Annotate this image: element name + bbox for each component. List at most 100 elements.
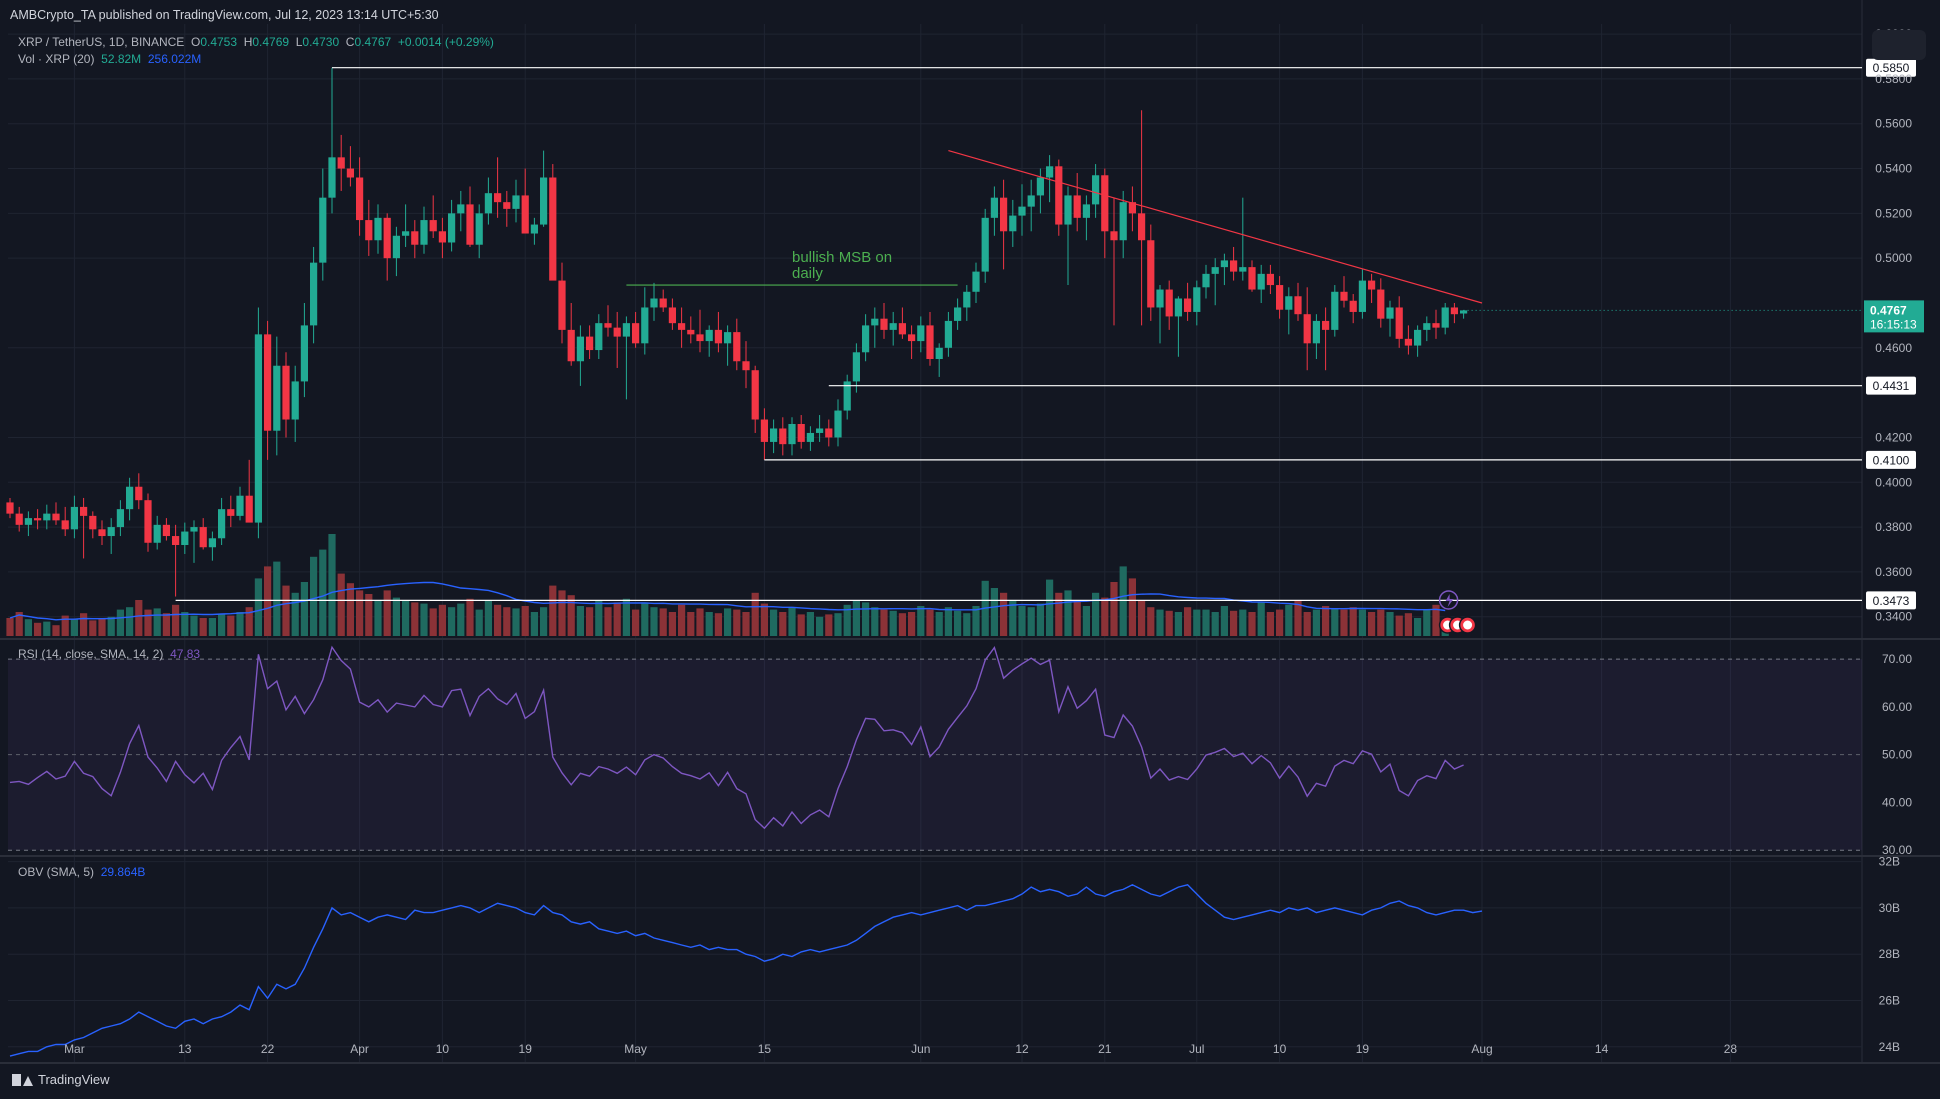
volume-bar bbox=[264, 566, 272, 636]
volume-bar bbox=[926, 609, 934, 636]
chart-settings-button[interactable] bbox=[1872, 30, 1926, 60]
volume-bar bbox=[935, 612, 943, 636]
volume-bar bbox=[1230, 610, 1238, 636]
candle-body bbox=[328, 157, 336, 198]
candle-body bbox=[1404, 338, 1412, 346]
volume-bar bbox=[218, 614, 226, 636]
volume-bar bbox=[98, 618, 106, 636]
volume-bar bbox=[650, 607, 658, 636]
volume-bar bbox=[1165, 610, 1173, 636]
level-tag-0.5850 bbox=[1866, 58, 1916, 77]
candle-body bbox=[291, 381, 299, 420]
candle-body bbox=[880, 318, 888, 330]
volume-bar bbox=[889, 610, 897, 636]
x-tick-13: 19 bbox=[1356, 1042, 1370, 1056]
tradingview-logo[interactable]: TradingView bbox=[12, 1072, 110, 1087]
volume-label[interactable]: Vol · XRP (20) bbox=[18, 52, 95, 66]
volume-ma-value: 256.022M bbox=[147, 52, 202, 66]
obv-label[interactable]: OBV (SMA, 5) bbox=[18, 865, 95, 879]
candle-body bbox=[107, 527, 115, 537]
candle-body bbox=[1064, 195, 1072, 225]
volume-bar bbox=[917, 606, 925, 636]
candle-body bbox=[282, 365, 290, 420]
volume-bar bbox=[6, 618, 14, 636]
volume-bar bbox=[1386, 612, 1394, 636]
ohlc-high-label: H bbox=[243, 35, 253, 49]
volume-bar bbox=[429, 608, 437, 636]
volume-bar bbox=[724, 608, 732, 636]
volume-bar bbox=[107, 616, 115, 636]
volume-bar bbox=[512, 608, 520, 636]
candle-body bbox=[1119, 202, 1127, 241]
candle-body bbox=[1174, 298, 1182, 317]
candle-body bbox=[963, 291, 971, 308]
candle-body bbox=[733, 332, 741, 362]
candle-body bbox=[760, 419, 768, 442]
candle-body bbox=[604, 323, 612, 328]
volume-bar bbox=[576, 606, 584, 636]
candle-body bbox=[89, 515, 97, 530]
volume-bar bbox=[411, 602, 419, 636]
volume-bar bbox=[972, 606, 980, 636]
candle-body bbox=[549, 177, 557, 281]
volume-bar bbox=[659, 608, 667, 636]
volume-bar bbox=[181, 612, 189, 636]
volume-bar bbox=[586, 607, 594, 636]
ohlc-high: 0.4769 bbox=[252, 35, 290, 49]
candle-body bbox=[116, 509, 124, 528]
candle-body bbox=[650, 298, 658, 308]
candle-body bbox=[944, 320, 952, 348]
volume-bar bbox=[1248, 612, 1256, 636]
volume-bar bbox=[484, 600, 492, 636]
candle-body bbox=[843, 381, 851, 411]
candle-body bbox=[199, 527, 207, 548]
volume-bar bbox=[346, 583, 354, 636]
rsi-label[interactable]: RSI (14, close, SMA, 14, 2) bbox=[18, 647, 164, 661]
volume-bar bbox=[733, 609, 741, 636]
volume-bar bbox=[788, 607, 796, 636]
candle-body bbox=[576, 336, 584, 362]
volume-legend: Vol · XRP (20) 52.82M 256.022M bbox=[18, 52, 201, 66]
candle-body bbox=[1128, 202, 1136, 214]
annotation-line1: bullish MSB on bbox=[792, 249, 892, 266]
candle-body bbox=[632, 323, 640, 344]
volume-bar bbox=[1101, 597, 1109, 636]
candle-body bbox=[411, 231, 419, 245]
candle-body bbox=[779, 428, 787, 445]
volume-bar bbox=[1092, 592, 1100, 636]
x-tick-6: May bbox=[624, 1042, 647, 1056]
volume-bar bbox=[1358, 609, 1366, 636]
candle-body bbox=[742, 361, 750, 371]
volume-bar bbox=[457, 603, 465, 636]
candle-body bbox=[337, 157, 345, 169]
candle-body bbox=[972, 271, 980, 292]
volume-bar bbox=[1395, 615, 1403, 636]
tradingview-brand: TradingView bbox=[38, 1072, 110, 1087]
x-tick-11: Jul bbox=[1189, 1042, 1204, 1056]
volume-bar bbox=[632, 609, 640, 636]
candle-body bbox=[641, 307, 649, 344]
volume-bar bbox=[1138, 600, 1146, 636]
volume-bar bbox=[1082, 606, 1090, 636]
candle-body bbox=[24, 518, 32, 525]
volume-bar bbox=[1064, 590, 1072, 636]
candle-body bbox=[34, 518, 42, 521]
volume-bar bbox=[494, 604, 502, 636]
symbol-title[interactable]: XRP / TetherUS, 1D, BINANCE bbox=[18, 35, 185, 49]
obv-tick-2: 28B bbox=[1879, 947, 1900, 961]
candle-body bbox=[926, 325, 934, 360]
candle-body bbox=[494, 193, 502, 203]
price-tick-4: 0.4200 bbox=[1875, 430, 1912, 444]
volume-bar bbox=[678, 604, 686, 636]
rsi-line bbox=[9, 645, 1464, 830]
x-tick-16: 28 bbox=[1724, 1042, 1738, 1056]
volume-bar bbox=[1312, 609, 1320, 636]
x-tick-0: Mar bbox=[64, 1042, 85, 1056]
volume-bar bbox=[1211, 612, 1219, 636]
volume-bar bbox=[604, 607, 612, 636]
rsi-value: 47.83 bbox=[170, 647, 201, 661]
candle-body bbox=[365, 220, 373, 241]
volume-bar bbox=[1276, 609, 1284, 636]
volume-bar bbox=[245, 607, 253, 636]
candle-body bbox=[144, 500, 152, 543]
